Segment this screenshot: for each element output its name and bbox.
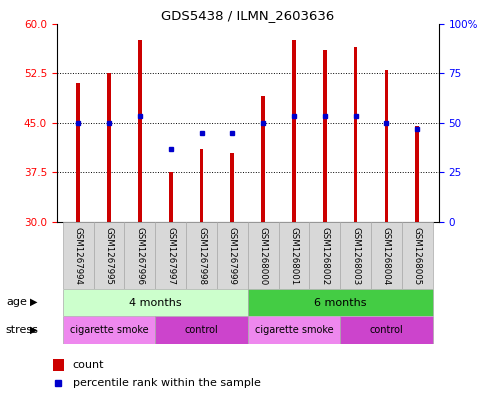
- Bar: [200, 149, 204, 222]
- Bar: [248, 222, 279, 289]
- Text: control: control: [370, 325, 403, 335]
- Bar: [63, 222, 94, 289]
- Bar: [248, 316, 340, 344]
- Text: 4 months: 4 months: [129, 298, 181, 308]
- Bar: [354, 47, 357, 222]
- Text: GSM1267995: GSM1267995: [105, 228, 113, 285]
- Text: GSM1267994: GSM1267994: [74, 228, 83, 285]
- Bar: [402, 222, 433, 289]
- Bar: [416, 126, 419, 222]
- Text: GSM1267997: GSM1267997: [166, 228, 175, 285]
- Bar: [94, 222, 124, 289]
- Bar: [155, 316, 248, 344]
- Bar: [124, 222, 155, 289]
- Text: 6 months: 6 months: [314, 298, 366, 308]
- Bar: [63, 316, 155, 344]
- Bar: [385, 70, 388, 222]
- Text: stress: stress: [6, 325, 39, 335]
- Text: count: count: [72, 360, 104, 370]
- Bar: [169, 173, 173, 222]
- Text: GSM1268001: GSM1268001: [289, 228, 298, 286]
- Text: GSM1268002: GSM1268002: [320, 228, 329, 286]
- Text: GSM1267996: GSM1267996: [136, 228, 144, 285]
- Text: cigarette smoke: cigarette smoke: [255, 325, 333, 335]
- Text: control: control: [185, 325, 218, 335]
- Bar: [138, 40, 142, 222]
- Text: age: age: [6, 297, 27, 307]
- Bar: [340, 316, 433, 344]
- Bar: [107, 73, 111, 222]
- Bar: [371, 222, 402, 289]
- Bar: [323, 50, 326, 222]
- Text: ▶: ▶: [30, 325, 37, 335]
- Text: GSM1268004: GSM1268004: [382, 228, 391, 286]
- Bar: [248, 289, 433, 316]
- Text: percentile rank within the sample: percentile rank within the sample: [72, 378, 260, 388]
- Text: GSM1268000: GSM1268000: [259, 228, 268, 286]
- Bar: [261, 96, 265, 222]
- Text: GSM1268003: GSM1268003: [351, 228, 360, 286]
- Text: GSM1267998: GSM1267998: [197, 228, 206, 285]
- Bar: [230, 152, 234, 222]
- Bar: [53, 359, 64, 371]
- Text: GSM1267999: GSM1267999: [228, 228, 237, 285]
- Bar: [310, 222, 340, 289]
- Bar: [186, 222, 217, 289]
- Bar: [292, 40, 296, 222]
- Bar: [279, 222, 310, 289]
- Text: GSM1268005: GSM1268005: [413, 228, 422, 286]
- Title: GDS5438 / ILMN_2603636: GDS5438 / ILMN_2603636: [161, 9, 334, 22]
- Bar: [340, 222, 371, 289]
- Text: cigarette smoke: cigarette smoke: [70, 325, 148, 335]
- Bar: [63, 289, 248, 316]
- Bar: [155, 222, 186, 289]
- Text: ▶: ▶: [30, 297, 37, 307]
- Bar: [217, 222, 248, 289]
- Bar: [76, 83, 80, 222]
